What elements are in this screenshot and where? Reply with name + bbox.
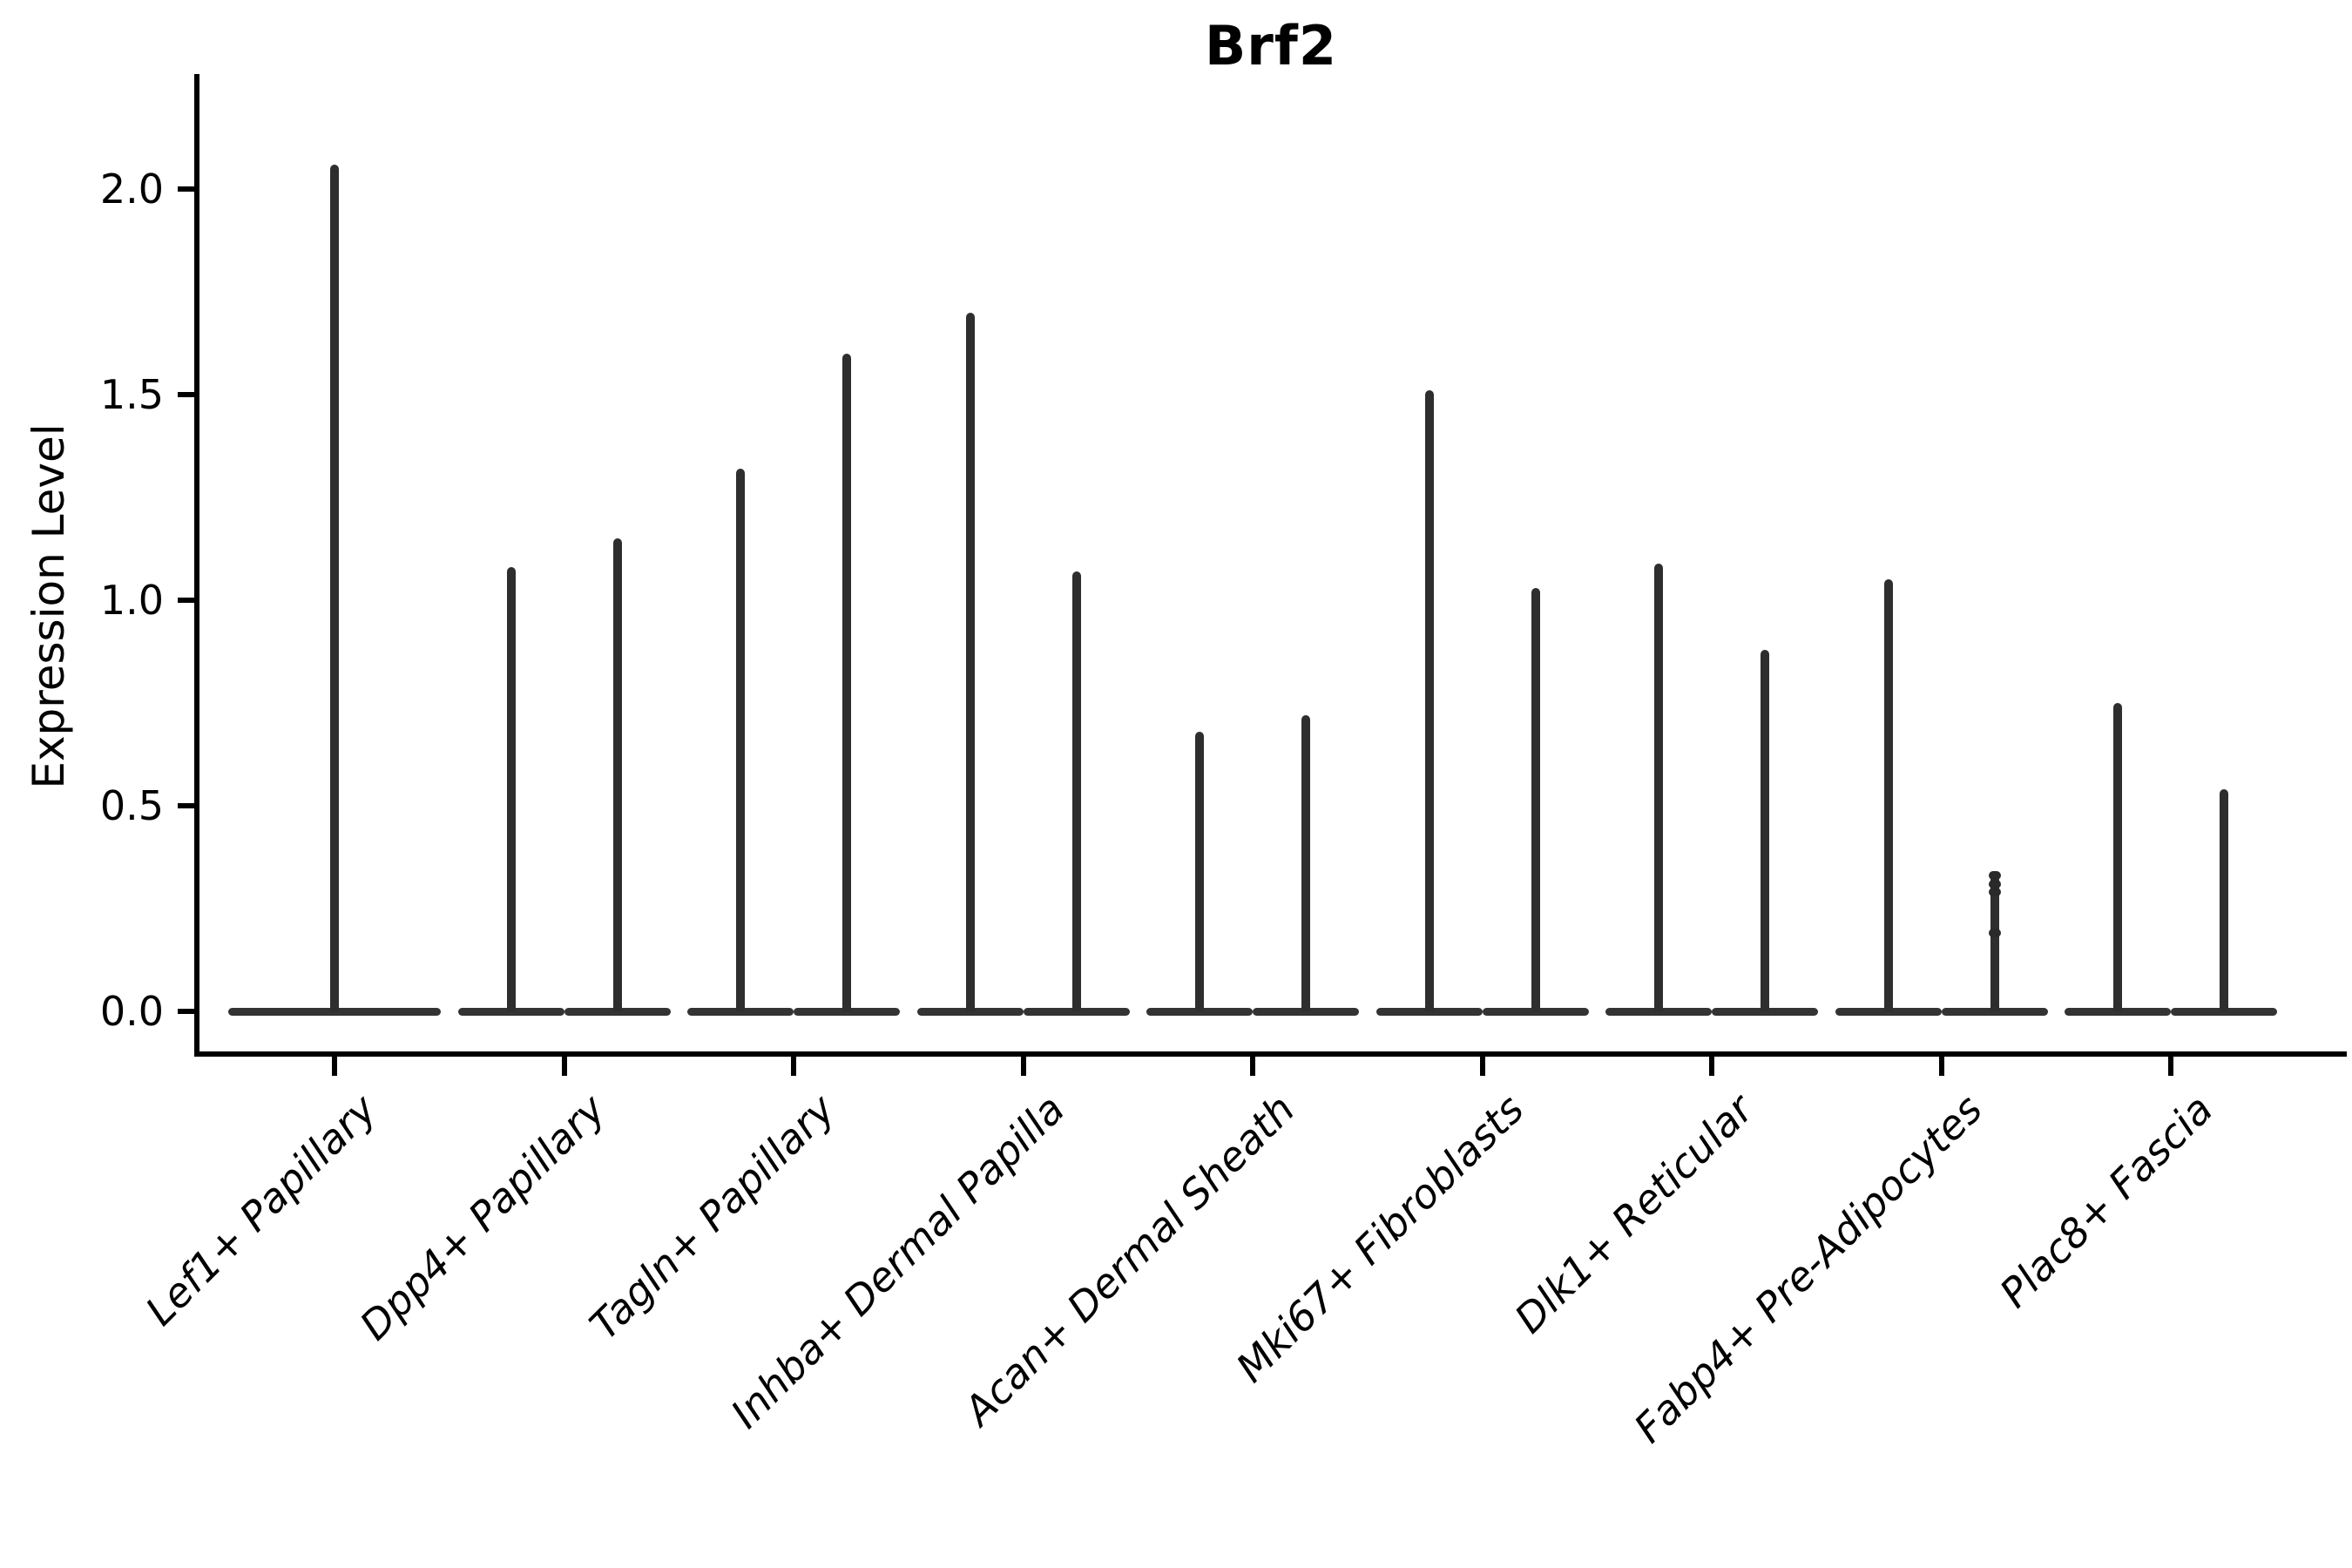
x-tick-mark — [791, 1057, 796, 1076]
violin-base — [2065, 1008, 2171, 1016]
violin-base — [1146, 1008, 1253, 1016]
violin-base — [228, 1008, 441, 1016]
violin-base — [1482, 1008, 1589, 1016]
violin-base — [1253, 1008, 1359, 1016]
x-axis-spine — [194, 1051, 2347, 1057]
cell-point — [1988, 871, 2001, 881]
x-tick-label: Lef1+ Papillary — [136, 1085, 386, 1335]
x-tick-mark — [1479, 1057, 1485, 1076]
violin-spike — [2113, 703, 2122, 1011]
violin-spike — [1531, 587, 1540, 1011]
violin-base — [794, 1008, 900, 1016]
violin-base — [1023, 1008, 1130, 1016]
violin-spike — [330, 164, 339, 1011]
violin-base — [1375, 1008, 1483, 1016]
violin-spike — [1990, 875, 1999, 1011]
violin-base — [687, 1008, 794, 1016]
y-axis-spine — [194, 74, 199, 1057]
x-tick-mark — [1709, 1057, 1714, 1076]
violin-spike — [1424, 390, 1434, 1011]
violin-spike — [1761, 649, 1769, 1011]
violin-base — [457, 1008, 564, 1016]
y-tick-mark — [178, 598, 197, 603]
y-tick-mark — [178, 392, 197, 397]
x-tick-mark — [1250, 1057, 1255, 1076]
y-tick-mark — [178, 803, 197, 808]
violin-spike — [965, 312, 975, 1011]
x-tick-mark — [1020, 1057, 1026, 1076]
y-tick-mark — [178, 186, 197, 192]
cell-point — [1988, 888, 2001, 897]
violin-base — [1941, 1008, 2048, 1016]
violin-spike — [506, 567, 516, 1011]
violin-base — [2171, 1008, 2277, 1016]
x-tick-label: Plac8+ Fascia — [1990, 1085, 2222, 1317]
chart-title: Brf2 — [1205, 14, 1337, 78]
violin-spike — [1883, 579, 1893, 1011]
y-tick-label: 1.5 — [99, 371, 164, 418]
violin-base — [1712, 1008, 1818, 1016]
y-tick-label: 2.0 — [99, 166, 164, 213]
x-tick-label: Tagln+ Papillary — [580, 1085, 845, 1349]
violin-spike — [1301, 715, 1310, 1011]
x-tick-mark — [1938, 1057, 1944, 1076]
violin-base — [1605, 1008, 1712, 1016]
x-tick-label: Dpp4+ Papillary — [350, 1085, 615, 1349]
x-tick-mark — [332, 1057, 337, 1076]
violin-base — [564, 1008, 671, 1016]
y-tick-mark — [178, 1009, 197, 1014]
violin-spike — [2220, 789, 2228, 1011]
cell-point — [1988, 879, 2001, 889]
violin-base — [1835, 1008, 1942, 1016]
violin-spike — [1071, 571, 1081, 1011]
violin-base — [916, 1008, 1024, 1016]
violin-spike — [612, 538, 622, 1011]
cell-point — [1988, 929, 2001, 938]
x-tick-mark — [561, 1057, 567, 1076]
violin-spike — [1195, 732, 1204, 1011]
violin-spike — [842, 353, 851, 1011]
x-tick-mark — [2168, 1057, 2173, 1076]
y-tick-label: 0.5 — [99, 782, 164, 829]
violin-spike — [1654, 563, 1663, 1011]
violin-spike — [736, 468, 745, 1011]
y-tick-label: 0.0 — [99, 988, 164, 1035]
x-tick-label: Dlk1+ Reticular — [1505, 1085, 1763, 1342]
y-tick-label: 1.0 — [99, 577, 164, 624]
